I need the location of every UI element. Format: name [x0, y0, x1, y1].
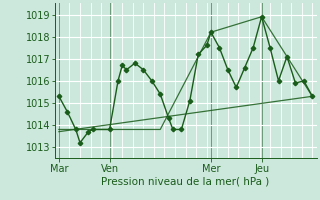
X-axis label: Pression niveau de la mer( hPa ): Pression niveau de la mer( hPa ) — [101, 177, 270, 187]
